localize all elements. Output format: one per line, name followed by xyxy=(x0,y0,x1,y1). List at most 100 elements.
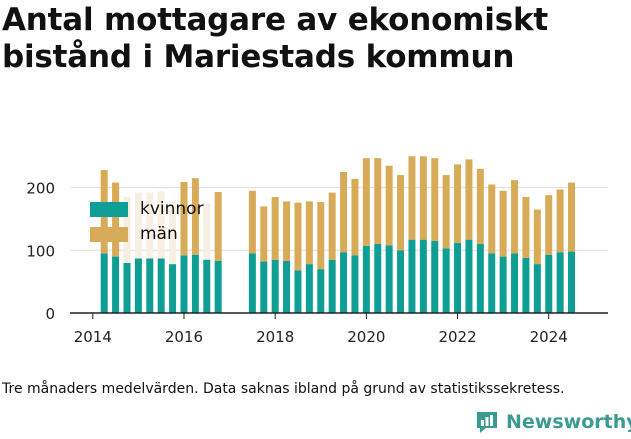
y-tick-label: 200 xyxy=(26,180,55,198)
bar-man xyxy=(260,206,268,262)
bar-kvinnor xyxy=(533,264,541,313)
bar-kvinnor xyxy=(397,250,405,313)
bar-man xyxy=(134,192,142,259)
bar-kvinnor xyxy=(100,253,108,313)
bar-kvinnor xyxy=(203,259,211,313)
bar-chart: 0 100 200 2014 2016 2018 2020 2022 2024 xyxy=(26,156,608,346)
bar-man xyxy=(294,202,302,271)
legend-item-man: män xyxy=(90,223,204,245)
bar-man xyxy=(271,197,279,260)
legend: kvinnor män xyxy=(90,198,204,248)
bar-man xyxy=(146,192,154,259)
bar-man xyxy=(374,158,382,245)
chart-title: Antal mottagare av ekonomiskt bistånd i … xyxy=(2,2,548,75)
bar-man xyxy=(499,190,507,257)
brand[interactable]: Newsworthy xyxy=(474,406,631,438)
bar-kvinnor xyxy=(191,254,199,313)
bar-kvinnor xyxy=(260,261,268,313)
bar-kvinnor xyxy=(362,245,370,313)
legend-swatch-man xyxy=(90,226,128,242)
bar-kvinnor xyxy=(374,244,382,313)
bar-kvinnor xyxy=(294,270,302,313)
bar-kvinnor xyxy=(419,239,427,313)
bar-man xyxy=(511,180,519,254)
y-tick-label: 100 xyxy=(26,242,55,260)
bar-man xyxy=(476,168,484,245)
bar-kvinnor xyxy=(283,260,291,313)
bar-kvinnor xyxy=(522,257,530,313)
bar-man xyxy=(488,184,496,254)
bar-man xyxy=(385,165,393,246)
bar-man xyxy=(112,182,120,257)
bar-kvinnor xyxy=(340,252,348,313)
brand-name: Newsworthy xyxy=(506,411,631,433)
x-tick-label: 2018 xyxy=(256,328,294,346)
bar-man xyxy=(408,156,416,240)
bar-kvinnor xyxy=(112,256,120,313)
bar-kvinnor xyxy=(454,242,462,313)
bar-kvinnor xyxy=(556,252,564,313)
bar-man xyxy=(419,156,427,240)
x-tick-label: 2024 xyxy=(530,328,568,346)
bar-man xyxy=(169,201,177,265)
bar-man xyxy=(454,164,462,243)
bar-kvinnor xyxy=(488,253,496,313)
bar-man xyxy=(568,182,576,252)
bar-kvinnor xyxy=(476,244,484,313)
bar-man xyxy=(214,192,222,261)
bar-kvinnor xyxy=(351,255,359,313)
bar-man xyxy=(203,203,211,260)
bar-kvinnor xyxy=(568,251,576,313)
bar-kvinnor xyxy=(431,240,439,313)
bar-kvinnor xyxy=(408,239,416,313)
legend-label-man: män xyxy=(140,224,178,244)
bar-man xyxy=(522,197,530,258)
bar-kvinnor xyxy=(146,258,154,313)
bar-kvinnor xyxy=(511,253,519,313)
bar-man xyxy=(533,209,541,265)
bar-man xyxy=(180,181,188,256)
bar-kvinnor xyxy=(180,255,188,313)
x-tick-label: 2014 xyxy=(74,328,112,346)
x-tick-label: 2022 xyxy=(438,328,476,346)
bar-kvinnor xyxy=(328,259,336,313)
bar-man xyxy=(362,158,370,246)
bar-man xyxy=(248,190,256,254)
bar-man xyxy=(351,178,359,256)
bar-kvinnor xyxy=(442,248,450,313)
legend-item-kvinnor: kvinnor xyxy=(90,198,204,220)
x-tick-label: 2016 xyxy=(165,328,203,346)
bar-kvinnor xyxy=(545,254,553,313)
bar-kvinnor xyxy=(134,258,142,313)
bar-kvinnor xyxy=(271,259,279,313)
bar-kvinnor xyxy=(248,253,256,313)
bar-man xyxy=(545,195,553,255)
x-tick-label: 2020 xyxy=(347,328,385,346)
bar-kvinnor xyxy=(214,260,222,313)
bar-kvinnor xyxy=(499,256,507,313)
bar-man xyxy=(283,201,291,261)
bar-kvinnor xyxy=(169,264,177,313)
bar-kvinnor xyxy=(157,258,165,313)
bar-man xyxy=(191,178,199,255)
bar-man xyxy=(305,201,313,265)
bar-kvinnor xyxy=(465,239,473,313)
y-tick-label: 0 xyxy=(45,305,55,323)
bar-man xyxy=(442,175,450,249)
bar-man xyxy=(465,159,473,240)
bar-kvinnor xyxy=(385,245,393,313)
bar-man xyxy=(340,171,348,253)
footnote: Tre månaders medelvärden. Data saknas ib… xyxy=(2,381,565,397)
newsworthy-logo-icon xyxy=(477,412,497,433)
bar-man xyxy=(556,189,564,253)
bar-kvinnor xyxy=(123,262,131,313)
legend-label-kvinnor: kvinnor xyxy=(140,199,204,219)
bar-man xyxy=(317,202,325,270)
bar-kvinnor xyxy=(317,269,325,313)
bar-man xyxy=(328,192,336,260)
legend-swatch-kvinnor xyxy=(90,201,128,217)
bar-man xyxy=(157,191,165,259)
bar-man xyxy=(431,158,439,241)
bar-man xyxy=(397,175,405,251)
bar-kvinnor xyxy=(305,264,313,313)
